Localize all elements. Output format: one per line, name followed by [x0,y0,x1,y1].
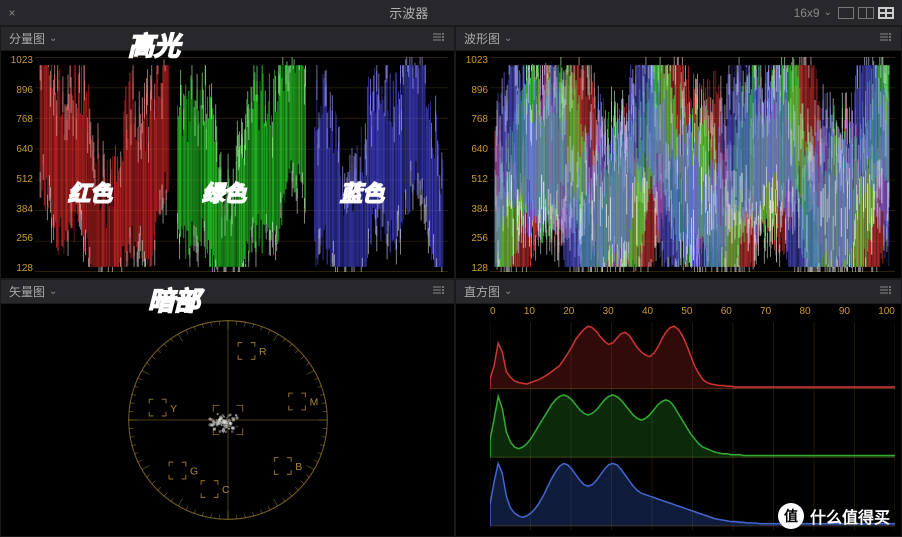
layout-single-icon[interactable] [838,7,854,19]
watermark: 值 什么值得买 [778,503,890,529]
chevron-down-icon[interactable]: ⌄ [49,33,57,44]
watermark-icon: 值 [778,503,804,529]
histogram-plot [490,322,895,530]
parade-label: 分量图 [9,30,45,47]
layout-split4-icon[interactable] [878,7,894,19]
chevron-down-icon[interactable]: ⌄ [49,286,57,297]
chevron-down-icon: ⌄ [824,7,832,18]
window-title: 示波器 [24,3,794,22]
waveform-y-axis: 1023896 768640 512384 256128 [458,51,488,278]
vector-panel: 矢量图 ⌄ R M B G C Y [0,279,455,537]
title-bar: × 示波器 16x9 ⌄ [0,0,902,26]
svg-text:Y: Y [170,404,177,415]
histogram-label: 直方图 [464,283,500,300]
svg-text:B: B [295,462,302,473]
settings-icon[interactable] [432,283,446,300]
chevron-down-icon[interactable]: ⌄ [504,286,512,297]
vectorscope-plot: R M B G C Y [113,305,343,535]
overlay-green: 绿色 [202,176,246,208]
svg-text:C: C [222,485,230,496]
overlay-highlights: 高光 [128,26,180,63]
overlay-red: 红色 [68,176,112,208]
watermark-text: 什么值得买 [810,504,890,528]
aspect-label: 16x9 [794,6,820,20]
settings-icon[interactable] [879,283,893,300]
parade-plot [35,57,448,272]
layout-split2-icon[interactable] [858,7,874,19]
svg-text:G: G [189,467,197,478]
histogram-panel: 直方图 ⌄ 010 2030 4050 6070 8090 100 [455,279,902,537]
waveform-plot [490,57,895,272]
waveform-label: 波形图 [464,30,500,47]
aspect-selector[interactable]: 16x9 ⌄ [794,6,832,20]
parade-panel: 分量图 ⌄ 1023896 768640 512384 256128 [0,26,455,279]
svg-text:R: R [259,347,267,358]
overlay-shadows: 暗部 [148,281,200,318]
chevron-down-icon[interactable]: ⌄ [504,33,512,44]
settings-icon[interactable] [432,30,446,47]
close-icon[interactable]: × [0,6,24,20]
waveform-panel: 波形图 ⌄ 1023896 768640 512384 256128 [455,26,902,279]
parade-y-axis: 1023896 768640 512384 256128 [3,51,33,278]
svg-text:M: M [309,398,318,409]
overlay-blue: 蓝色 [340,176,384,208]
vector-label: 矢量图 [9,283,45,300]
settings-icon[interactable] [879,30,893,47]
histogram-x-axis: 010 2030 4050 6070 8090 100 [490,306,895,317]
